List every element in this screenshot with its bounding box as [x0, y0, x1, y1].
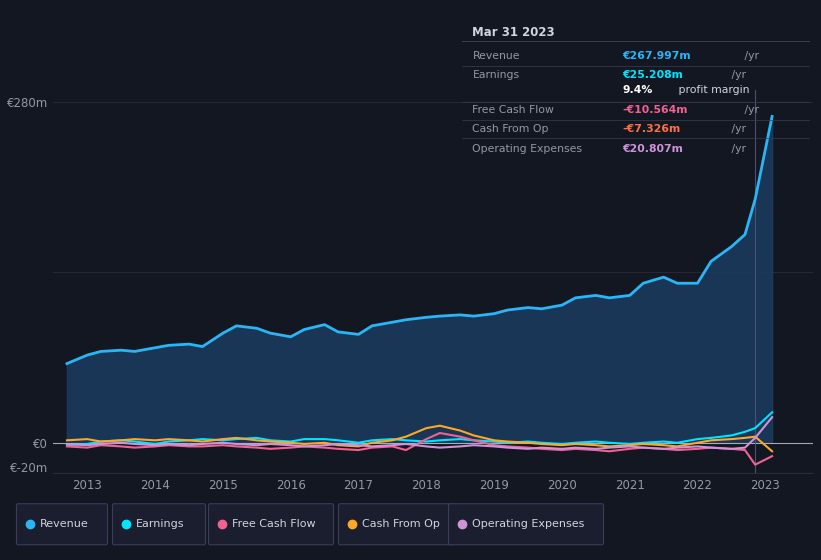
Text: /yr: /yr [741, 105, 759, 114]
Text: /yr: /yr [728, 70, 745, 80]
Text: €267.997m: €267.997m [622, 50, 690, 60]
Text: Operating Expenses: Operating Expenses [472, 519, 585, 529]
Text: Revenue: Revenue [40, 519, 89, 529]
Text: Earnings: Earnings [136, 519, 185, 529]
Text: 9.4%: 9.4% [622, 85, 653, 95]
FancyBboxPatch shape [448, 504, 603, 545]
Text: Free Cash Flow: Free Cash Flow [472, 105, 554, 114]
Text: /yr: /yr [741, 50, 759, 60]
Text: profit margin: profit margin [675, 85, 750, 95]
Text: €25.208m: €25.208m [622, 70, 683, 80]
FancyBboxPatch shape [209, 504, 333, 545]
FancyBboxPatch shape [338, 504, 453, 545]
Text: -€7.326m: -€7.326m [622, 124, 681, 134]
Text: €20.807m: €20.807m [622, 143, 683, 153]
Text: Operating Expenses: Operating Expenses [472, 143, 582, 153]
Text: -€10.564m: -€10.564m [622, 105, 687, 114]
Text: Earnings: Earnings [472, 70, 520, 80]
Text: /yr: /yr [728, 124, 745, 134]
FancyBboxPatch shape [112, 504, 205, 545]
Text: Cash From Op: Cash From Op [472, 124, 549, 134]
Text: Cash From Op: Cash From Op [362, 519, 440, 529]
Text: Revenue: Revenue [472, 50, 520, 60]
Text: Free Cash Flow: Free Cash Flow [232, 519, 315, 529]
Text: Mar 31 2023: Mar 31 2023 [472, 26, 555, 39]
FancyBboxPatch shape [16, 504, 108, 545]
Text: /yr: /yr [728, 143, 745, 153]
